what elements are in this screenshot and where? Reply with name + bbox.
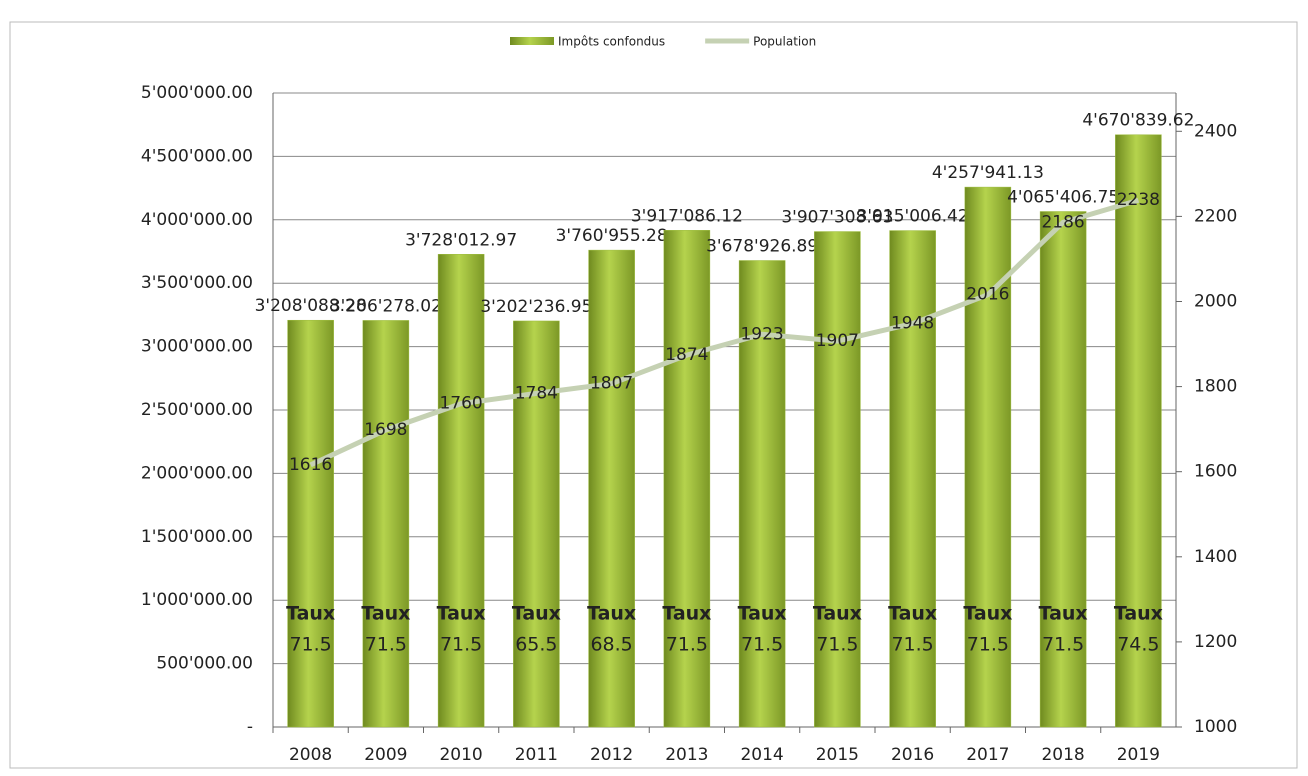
bar (1115, 134, 1162, 728)
value-label: 3'206'278.02 (330, 296, 442, 316)
x-tick-label: 2018 (1041, 745, 1084, 765)
value-label: 3'678'926.89 (706, 237, 818, 257)
taux-value: 71.5 (816, 634, 858, 656)
x-tick-label: 2014 (740, 745, 783, 765)
taux-label: Taux (963, 603, 1012, 625)
taux-value: 68.5 (590, 634, 632, 656)
bar (513, 320, 560, 728)
taux-value: 71.5 (440, 634, 482, 656)
y2-tick-label: 1000 (1194, 717, 1237, 737)
taux-value: 71.5 (666, 634, 708, 656)
x-tick-label: 2010 (439, 745, 482, 765)
x-tick-label: 2009 (364, 745, 407, 765)
y2-tick-label: 1600 (1194, 462, 1237, 482)
bar (663, 230, 711, 728)
population-line (309, 197, 1140, 468)
taux-value: 71.5 (741, 634, 783, 656)
x-tick-label: 2015 (816, 745, 859, 765)
taux-label: Taux (286, 603, 335, 625)
taux-value: 71.5 (891, 634, 933, 656)
x-tick-label: 2017 (966, 745, 1009, 765)
y2-tick-label: 1800 (1194, 377, 1237, 397)
bar (287, 319, 334, 728)
x-tick-label: 2008 (289, 745, 332, 765)
taux-label: Taux (361, 603, 410, 625)
taux-label: Taux (1114, 603, 1163, 625)
taux-label: Taux (738, 603, 787, 625)
legend-label: Impôts confondus (558, 35, 665, 49)
value-label: 3'208'088.28 (255, 296, 367, 316)
bar (1039, 211, 1087, 728)
y2-tick-label: 2400 (1194, 121, 1237, 141)
y-tick-label: - (247, 717, 253, 737)
bar (437, 254, 485, 728)
taux-label: Taux (888, 603, 937, 625)
point-label: 2186 (1041, 212, 1084, 232)
y-tick-label: 4'000'000.00 (141, 210, 253, 230)
bar (362, 320, 410, 728)
taux-label: Taux (587, 603, 636, 625)
point-label: 2016 (966, 285, 1009, 305)
taux-value: 71.5 (365, 634, 407, 656)
y-tick-label: 500'000.00 (156, 654, 253, 674)
taux-label: Taux (662, 603, 711, 625)
y-tick-label: 3'000'000.00 (141, 337, 253, 357)
legend-swatch (510, 37, 554, 45)
taux-label: Taux (1039, 603, 1088, 625)
value-label: 4'065'406.75 (1007, 188, 1119, 208)
point-label: 1760 (439, 394, 482, 414)
y2-tick-label: 2200 (1194, 206, 1237, 226)
y-tick-label: 2'500'000.00 (141, 400, 253, 420)
x-tick-label: 2019 (1117, 745, 1160, 765)
point-label: 1923 (740, 324, 783, 344)
taux-value: 71.5 (289, 634, 331, 656)
value-label: 3'915'006.42 (857, 207, 969, 227)
point-label: 1874 (665, 345, 708, 365)
point-label: 1784 (515, 383, 558, 403)
point-label: 2238 (1117, 190, 1160, 210)
x-tick-label: 2011 (515, 745, 558, 765)
x-tick-label: 2012 (590, 745, 633, 765)
taux-value: 71.5 (967, 634, 1009, 656)
value-label: 4'257'941.13 (932, 163, 1044, 183)
y-tick-label: 1'000'000.00 (141, 590, 253, 610)
point-label: 1948 (891, 314, 934, 334)
y2-tick-label: 2000 (1194, 291, 1237, 311)
point-label: 1807 (590, 374, 633, 394)
taux-value: 65.5 (515, 634, 557, 656)
point-label: 1698 (364, 420, 407, 440)
y-tick-label: 4'500'000.00 (141, 146, 253, 166)
value-label: 3'760'955.28 (556, 226, 668, 246)
legend-label: Population (753, 35, 816, 49)
taux-label: Taux (437, 603, 486, 625)
point-label: 1907 (816, 331, 859, 351)
x-tick-label: 2016 (891, 745, 934, 765)
bar (889, 230, 936, 728)
bar (588, 249, 635, 728)
value-label: 3'917'086.12 (631, 206, 743, 226)
taux-value: 71.5 (1042, 634, 1084, 656)
x-tick-label: 2013 (665, 745, 708, 765)
value-label: 3'728'012.97 (405, 230, 517, 250)
value-label: 4'670'839.62 (1082, 111, 1194, 131)
y-tick-label: 5'000'000.00 (141, 83, 253, 103)
taux-label: Taux (512, 603, 561, 625)
y-tick-label: 1'500'000.00 (141, 527, 253, 547)
bar (814, 231, 861, 728)
point-label: 1616 (289, 455, 332, 475)
taux-value: 74.5 (1117, 634, 1159, 656)
y2-tick-label: 1400 (1194, 547, 1237, 567)
value-label: 3'907'308.63 (781, 208, 893, 228)
value-label: 3'202'236.95 (480, 297, 592, 317)
taux-label: Taux (813, 603, 862, 625)
y-tick-label: 3'500'000.00 (141, 273, 253, 293)
y2-tick-label: 1200 (1194, 632, 1237, 652)
chart-frame (9, 21, 1298, 769)
y-tick-label: 2'000'000.00 (141, 463, 253, 483)
